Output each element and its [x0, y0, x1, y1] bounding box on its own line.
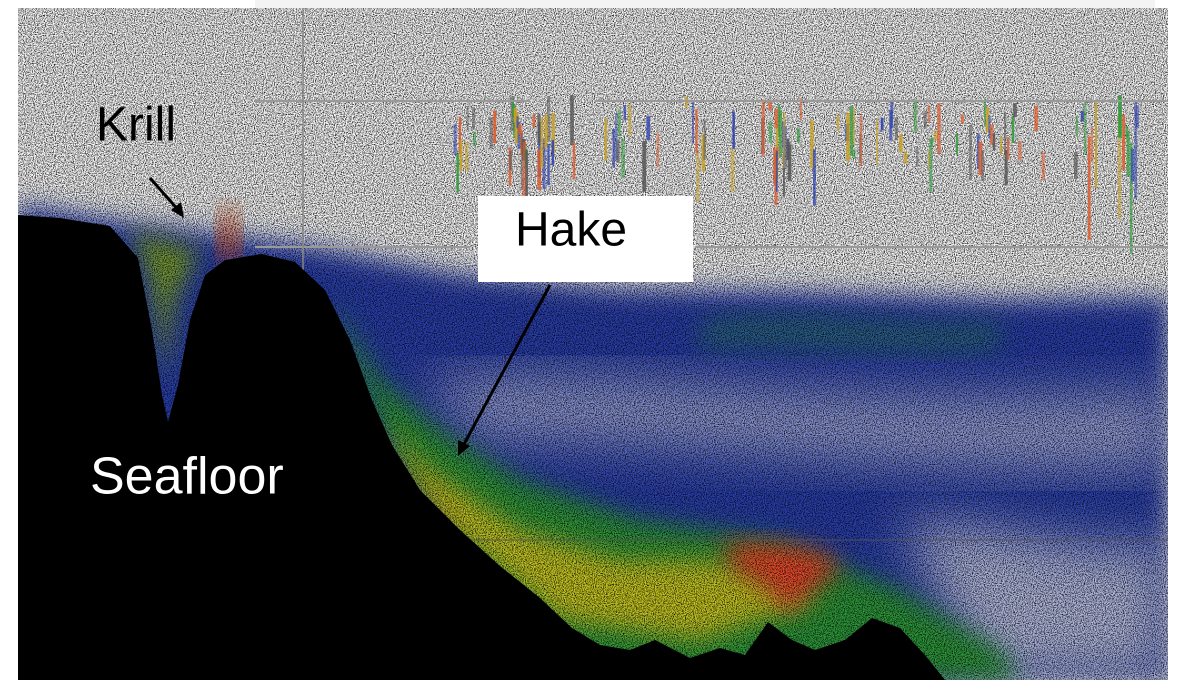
top-edge [255, 0, 1155, 8]
echogram: Krill Hake Seafloor [0, 0, 1178, 682]
page: Krill Hake Seafloor (() => { const data … [0, 0, 1178, 682]
echo-field [18, 8, 1168, 680]
label-seafloor: Seafloor [90, 448, 284, 506]
label-krill: Krill [96, 99, 176, 152]
label-hake: Hake [515, 204, 627, 257]
